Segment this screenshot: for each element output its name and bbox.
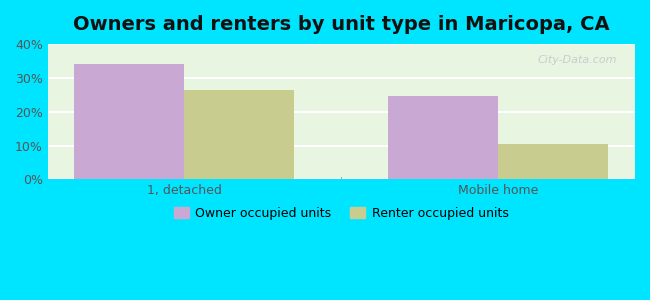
Bar <box>389 96 499 179</box>
Bar <box>499 144 608 179</box>
Bar <box>75 64 185 179</box>
Text: City-Data.com: City-Data.com <box>538 55 617 65</box>
Title: Owners and renters by unit type in Maricopa, CA: Owners and renters by unit type in Maric… <box>73 15 610 34</box>
Bar <box>185 90 294 179</box>
Legend: Owner occupied units, Renter occupied units: Owner occupied units, Renter occupied un… <box>169 202 514 225</box>
